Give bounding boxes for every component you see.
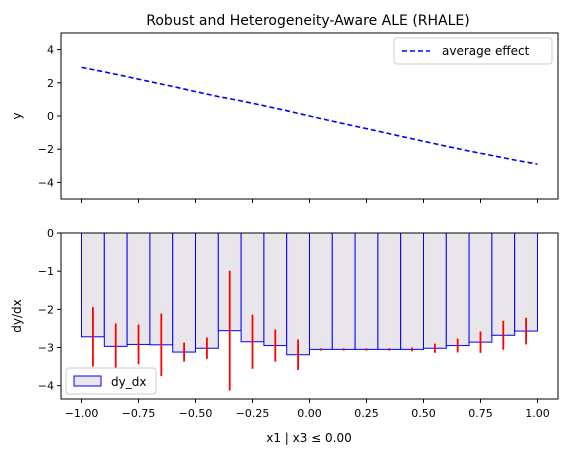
bottom-y-tick-label: 0 bbox=[47, 227, 54, 240]
top-y-tick-label: 4 bbox=[47, 44, 54, 57]
dy-dx-bar bbox=[195, 232, 219, 349]
top-y-tick-label: −2 bbox=[38, 143, 54, 156]
dy-dx-bar bbox=[172, 232, 197, 353]
bottom-x-ticks: −1.00 −0.75 −0.50 −0.25 0.00 0.25 0.50 0.75 1.00 bbox=[65, 399, 550, 420]
bottom-y-axis-label: dy/dx bbox=[10, 299, 24, 332]
bottom-legend-box bbox=[65, 367, 157, 395]
dy-dx-bar bbox=[286, 232, 311, 356]
top-y-tick-label: 0 bbox=[47, 110, 54, 123]
dy-dx-bar bbox=[468, 232, 493, 343]
bottom-y-tick-label: −2 bbox=[38, 303, 54, 316]
dy-dx-bar bbox=[422, 232, 447, 349]
top-x-ticks bbox=[81, 199, 538, 203]
top-legend-label: average effect bbox=[442, 44, 530, 58]
top-y-ticks: −4 −2 0 2 4 bbox=[38, 44, 61, 189]
bottom-x-tick-label: 1.00 bbox=[525, 407, 550, 420]
chart-title: Robust and Heterogeneity-Aware ALE (RHAL… bbox=[146, 13, 469, 29]
average-effect-line bbox=[81, 66, 538, 165]
dy-dx-bar bbox=[400, 232, 424, 350]
bar-group bbox=[81, 232, 538, 356]
bottom-x-tick-label: 0.75 bbox=[468, 407, 493, 420]
top-legend-box bbox=[393, 37, 553, 65]
bottom-x-tick-label: −0.50 bbox=[179, 407, 213, 420]
bottom-x-axis-label: x1 | x3 ≤ 0.00 bbox=[266, 431, 352, 445]
bottom-y-tick-label: −3 bbox=[38, 341, 54, 354]
bottom-legend: dy_dx bbox=[65, 367, 157, 395]
bottom-y-ticks: 0 −1 −2 −3 −4 bbox=[38, 227, 61, 393]
top-panel: −4 −2 0 2 4 y average effect bbox=[10, 32, 559, 203]
top-y-tick-label: −4 bbox=[38, 176, 54, 189]
dy-dx-bar bbox=[309, 232, 333, 350]
bottom-x-tick-label: −0.75 bbox=[122, 407, 156, 420]
bottom-x-tick-label: 0.00 bbox=[297, 407, 322, 420]
dy-dx-bar bbox=[331, 232, 356, 350]
bottom-panel: 0 −1 −2 −3 −4 −1.00 −0.75 −0.50 −0.25 0.00 0.25 0.… bbox=[10, 227, 559, 445]
top-y-tick-label: 2 bbox=[47, 77, 54, 90]
bottom-x-tick-label: 0.50 bbox=[411, 407, 436, 420]
dy-dx-bar bbox=[445, 232, 470, 347]
bottom-legend-swatch bbox=[73, 375, 102, 387]
dy-dx-bar bbox=[263, 232, 288, 347]
bottom-x-tick-label: −1.00 bbox=[65, 407, 99, 420]
dy-dx-bar bbox=[354, 232, 379, 350]
dy-dx-bar bbox=[514, 232, 538, 332]
dy-dx-bar bbox=[491, 232, 516, 336]
bottom-y-tick-label: −1 bbox=[38, 265, 54, 278]
bottom-x-tick-label: 0.25 bbox=[354, 407, 379, 420]
bottom-legend-label: dy_dx bbox=[111, 375, 146, 389]
bottom-x-tick-label: −0.25 bbox=[236, 407, 270, 420]
bottom-y-tick-label: −4 bbox=[38, 380, 54, 393]
top-y-axis-label: y bbox=[10, 112, 24, 119]
dy-dx-bar bbox=[377, 232, 402, 350]
top-legend: average effect bbox=[393, 37, 553, 65]
error-bar-group bbox=[92, 270, 527, 391]
